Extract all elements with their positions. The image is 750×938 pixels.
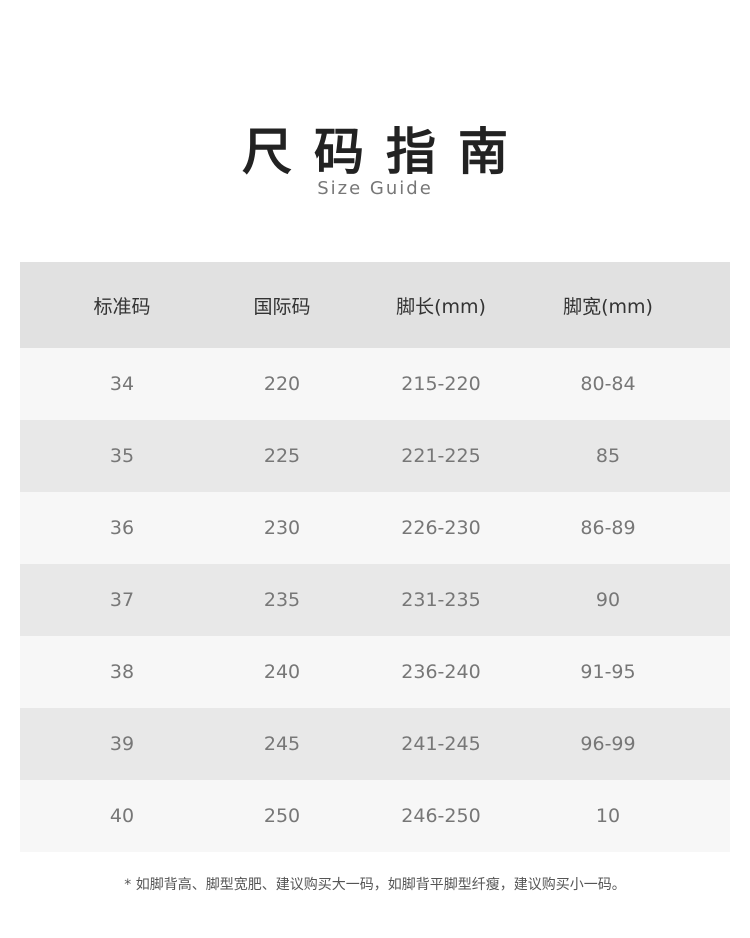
page-subtitle: Size Guide [317, 178, 433, 199]
header-cell: 脚长(mm) [396, 295, 486, 318]
table-row: 35 225 221-225 85 [20, 420, 730, 492]
table-cell: 40 [109, 805, 135, 827]
table-cell: 86-89 [580, 517, 636, 539]
table-row: 39 245 241-245 96-99 [20, 708, 730, 780]
table-cell: 38 [109, 661, 135, 683]
table-cell: 221-225 [401, 445, 481, 467]
table-cell: 91-95 [580, 661, 636, 683]
table-cell: 231-235 [401, 589, 481, 611]
table-row: 34 220 215-220 80-84 [20, 348, 730, 420]
table-row: 36 230 226-230 86-89 [20, 492, 730, 564]
table-cell: 90 [595, 589, 621, 611]
table-cell: 36 [109, 517, 135, 539]
table-cell: 241-245 [401, 733, 481, 755]
table-cell: 39 [109, 733, 135, 755]
table-cell: 80-84 [580, 373, 636, 395]
size-note: * 如脚背高、脚型宽肥、建议购买大一码，如脚背平脚型纤瘦，建议购买小一码。 [124, 877, 626, 893]
page-title: 尺码指南 [242, 123, 530, 181]
table-cell: 240 [263, 661, 301, 683]
table-cell: 85 [595, 445, 621, 467]
table-cell: 34 [109, 373, 135, 395]
table-cell: 96-99 [580, 733, 636, 755]
table-cell: 220 [263, 373, 301, 395]
table-cell: 245 [263, 733, 301, 755]
table-cell: 246-250 [401, 805, 481, 827]
table-cell: 215-220 [401, 373, 481, 395]
table-row: 40 250 246-250 10 [20, 780, 730, 852]
table-cell: 225 [263, 445, 301, 467]
table-cell: 235 [263, 589, 301, 611]
header-cell: 脚宽(mm) [563, 295, 653, 318]
table-cell: 230 [263, 517, 301, 539]
header-cell: 国际码 [253, 295, 311, 318]
table-cell: 236-240 [401, 661, 481, 683]
table-row: 37 235 231-235 90 [20, 564, 730, 636]
table-cell: 226-230 [401, 517, 481, 539]
header-cell: 标准码 [93, 295, 151, 318]
table-cell: 250 [263, 805, 301, 827]
table-row: 38 240 236-240 91-95 [20, 636, 730, 708]
size-table: 标准码 国际码 脚长(mm) 脚宽(mm) 34 220 215-220 80-84 3… [20, 262, 730, 852]
table-cell: 10 [595, 805, 621, 827]
table-cell: 37 [109, 589, 135, 611]
table-header: 标准码 国际码 脚长(mm) 脚宽(mm) [20, 262, 730, 348]
table-cell: 35 [109, 445, 135, 467]
